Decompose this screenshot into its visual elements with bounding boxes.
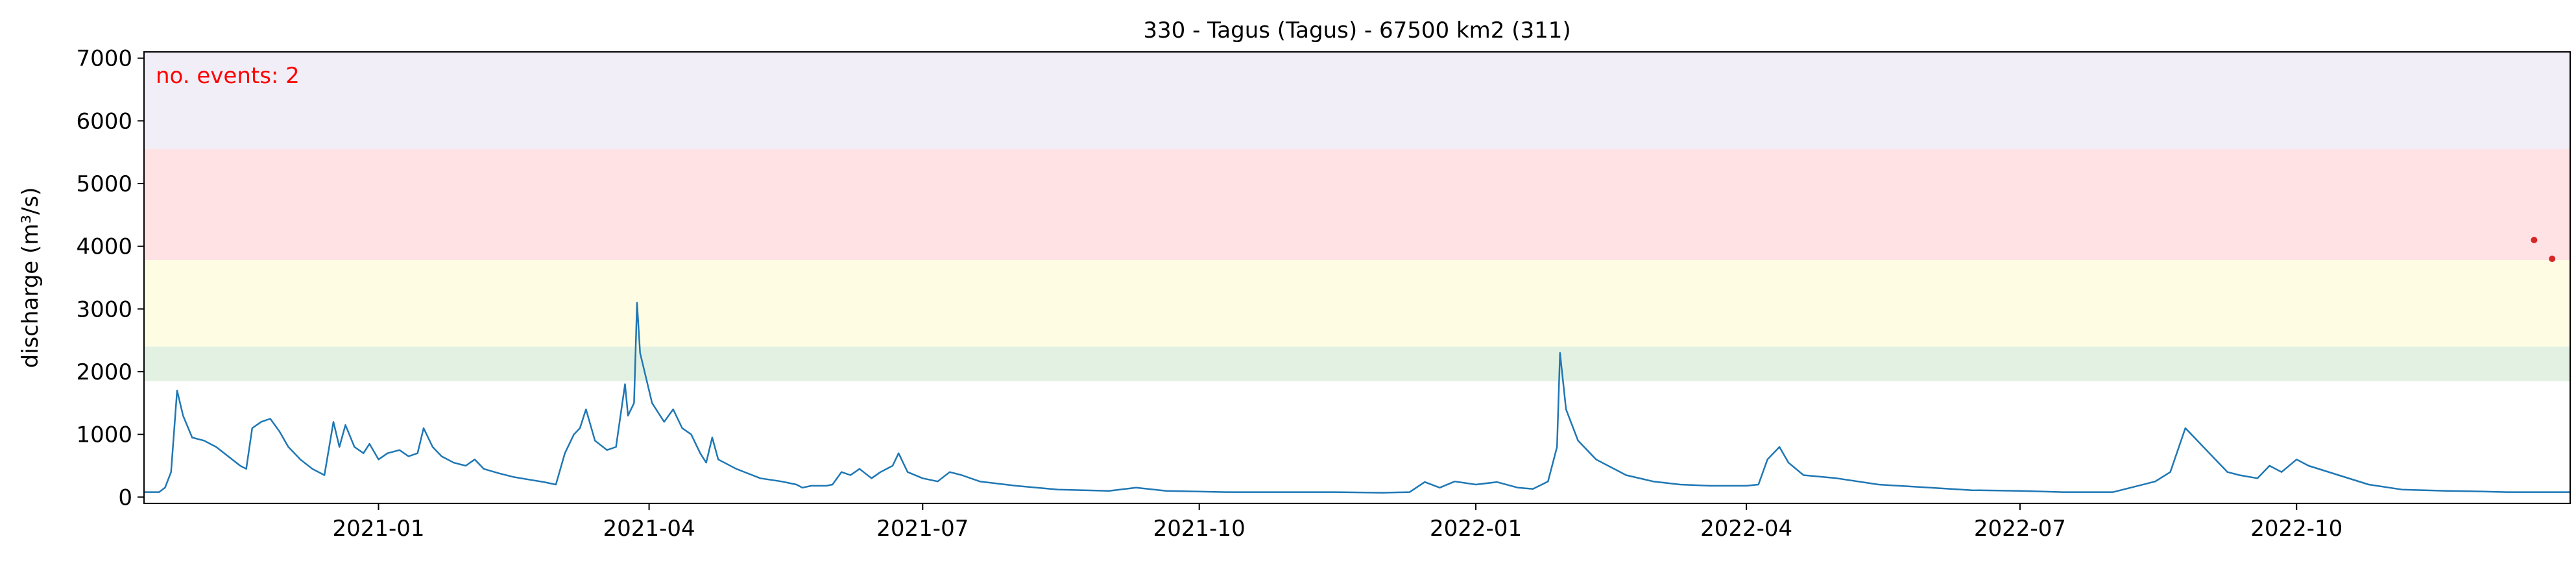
event-marker-1: [2549, 256, 2556, 262]
y-tick-label: 0: [118, 485, 132, 511]
y-tick-label: 4000: [76, 234, 132, 260]
y-tick-label: 3000: [76, 296, 132, 322]
threshold-band-3: [144, 52, 2570, 149]
x-tick-label: 2022-01: [1430, 516, 1522, 542]
y-tick-label: 6000: [76, 108, 132, 134]
event-marker-0: [2531, 237, 2538, 243]
series-layer: [144, 302, 2570, 494]
threshold-band-0: [144, 346, 2570, 381]
threshold-bands: [144, 52, 2570, 381]
x-tick-label: 2021-01: [332, 516, 424, 542]
x-tick-label: 2021-07: [876, 516, 969, 542]
y-axis-label: discharge (m³/s): [18, 187, 43, 368]
y-tick-label: 1000: [76, 422, 132, 448]
series-line-0: [144, 302, 2570, 494]
plot-frame: [143, 51, 2571, 504]
threshold-band-1: [144, 259, 2570, 347]
events-layer: [2531, 237, 2556, 262]
chart-title: 330 - Tagus (Tagus) - 67500 km2 (311): [1143, 18, 1571, 43]
events-count-annotation: no. events: 2: [156, 63, 300, 89]
y-tick-label: 2000: [76, 359, 132, 385]
threshold-band-2: [144, 149, 2570, 260]
x-tick-label: 2021-10: [1153, 516, 1246, 542]
x-axis: 2021-01 2021-04 2021-07 2021-10 2022-01 2022-…: [332, 503, 2342, 542]
x-tick-label: 2022-10: [2250, 516, 2342, 542]
y-axis: 0 1000 2000 3000 4000 5000 6000 7000: [76, 46, 144, 511]
x-tick-label: 2022-04: [1700, 516, 1792, 542]
y-tick-label: 5000: [76, 171, 132, 197]
x-tick-label: 2021-04: [603, 516, 695, 542]
y-tick-label: 7000: [76, 46, 132, 72]
x-tick-label: 2022-07: [1974, 516, 2066, 542]
